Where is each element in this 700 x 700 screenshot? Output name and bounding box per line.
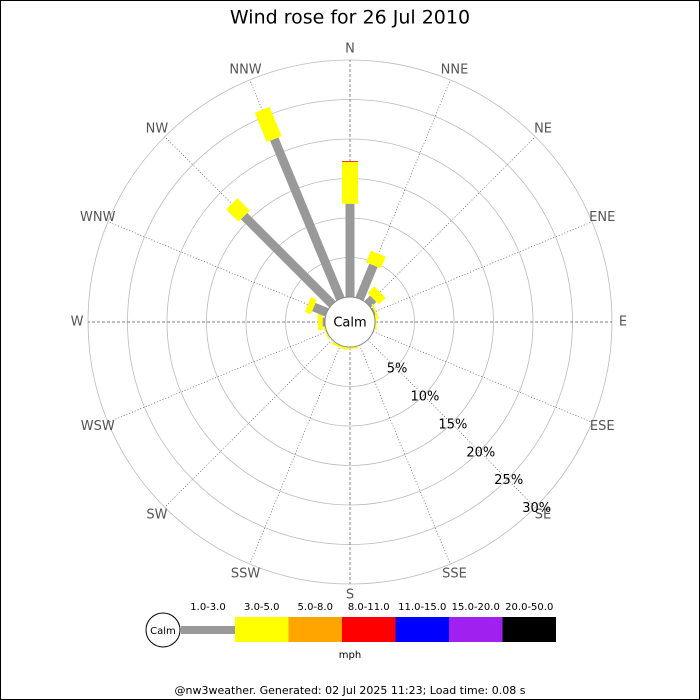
- direction-bars: [374, 314, 377, 330]
- direction-bars: [254, 106, 345, 301]
- direction-label: N: [345, 42, 355, 57]
- spoke: [249, 344, 341, 565]
- spoke: [372, 221, 593, 313]
- spoke: [164, 339, 333, 508]
- legend-swatch: [449, 617, 503, 642]
- bar-segment: [332, 342, 348, 351]
- bar-segment: [304, 297, 317, 315]
- spoke: [367, 339, 536, 508]
- bar-segment: [312, 302, 329, 317]
- ring-label: 5%: [387, 362, 408, 377]
- direction-bars: [226, 198, 336, 308]
- direction-bars: [304, 297, 329, 317]
- calm-label: Calm: [333, 316, 366, 331]
- legend-label: 20.0-50.0: [505, 602, 553, 613]
- legend-swatch: [288, 617, 342, 642]
- direction-label: SSE: [442, 567, 467, 582]
- spoke: [367, 136, 536, 305]
- direction-label: S: [346, 588, 354, 603]
- ring-label: 25%: [494, 473, 523, 488]
- direction-label: SSW: [231, 567, 261, 582]
- bar-segment: [342, 161, 358, 162]
- spoke: [372, 331, 593, 423]
- direction-label: WNW: [80, 210, 116, 225]
- ring-label: 10%: [411, 389, 440, 404]
- direction-label: SE: [535, 508, 551, 523]
- calm-circle: [324, 296, 376, 348]
- direction-label: NE: [534, 121, 552, 136]
- direction-bars: [332, 342, 348, 351]
- direction-bars: [317, 314, 326, 330]
- direction-bars: [322, 324, 330, 340]
- legend-swatch: [181, 626, 235, 634]
- direction-label: NW: [146, 121, 169, 136]
- direction-label: WSW: [81, 419, 115, 434]
- legend-calm: [145, 612, 181, 648]
- bar-segment: [226, 198, 250, 222]
- ring-label: 20%: [466, 445, 495, 460]
- direction-label: SW: [146, 508, 167, 523]
- direction-label: ENE: [589, 210, 615, 225]
- bar-segment: [240, 212, 336, 308]
- legend-label: 3.0-5.0: [244, 602, 279, 613]
- bar-segment: [254, 106, 282, 143]
- direction-label: W: [71, 315, 84, 330]
- bar-segment: [322, 317, 326, 327]
- legend-label: 5.0-8.0: [298, 602, 333, 613]
- bar-segment: [342, 347, 358, 349]
- chart-title: Wind rose for 26 Jul 2010: [230, 7, 470, 29]
- bar-segment: [355, 263, 378, 301]
- direction-label: E: [619, 315, 627, 330]
- bar-segment: [364, 295, 377, 308]
- unit-label: mph: [339, 650, 361, 661]
- direction-bars: [355, 250, 386, 301]
- legend-calm-label: Calm: [150, 626, 176, 637]
- spoke: [107, 221, 328, 313]
- bar-segment: [317, 314, 323, 330]
- footer: @nw3weather. Generated: 02 Jul 2025 11:2…: [175, 684, 526, 697]
- bar-segment: [345, 203, 355, 297]
- bar-segment: [270, 137, 345, 301]
- direction-bars: [364, 286, 386, 308]
- bar-segment: [374, 314, 377, 330]
- direction-bars: [342, 347, 358, 349]
- ring-label: 15%: [438, 417, 467, 432]
- legend-label: 11.0-15.0: [398, 602, 446, 613]
- bar-segment: [366, 250, 386, 269]
- legend-label: 8.0-11.0: [348, 602, 390, 613]
- legend-swatch: [395, 617, 449, 642]
- legend-label: 15.0-20.0: [452, 602, 500, 613]
- legend-swatch: [342, 617, 396, 642]
- legend-swatch: [235, 617, 289, 642]
- direction-label: NNE: [441, 62, 469, 77]
- spoke: [359, 344, 451, 565]
- legend-label: 1.0-3.0: [190, 602, 225, 613]
- direction-bars: [342, 161, 358, 297]
- spoke: [107, 331, 328, 423]
- bar-segment: [367, 286, 386, 305]
- ring-label: 30%: [522, 501, 551, 516]
- bar-segment: [371, 303, 380, 320]
- bar-segment: [322, 324, 330, 340]
- direction-label: ESE: [590, 419, 615, 434]
- legend-swatch: [502, 617, 556, 642]
- bar-segment: [342, 161, 358, 204]
- direction-label: NNW: [229, 62, 261, 77]
